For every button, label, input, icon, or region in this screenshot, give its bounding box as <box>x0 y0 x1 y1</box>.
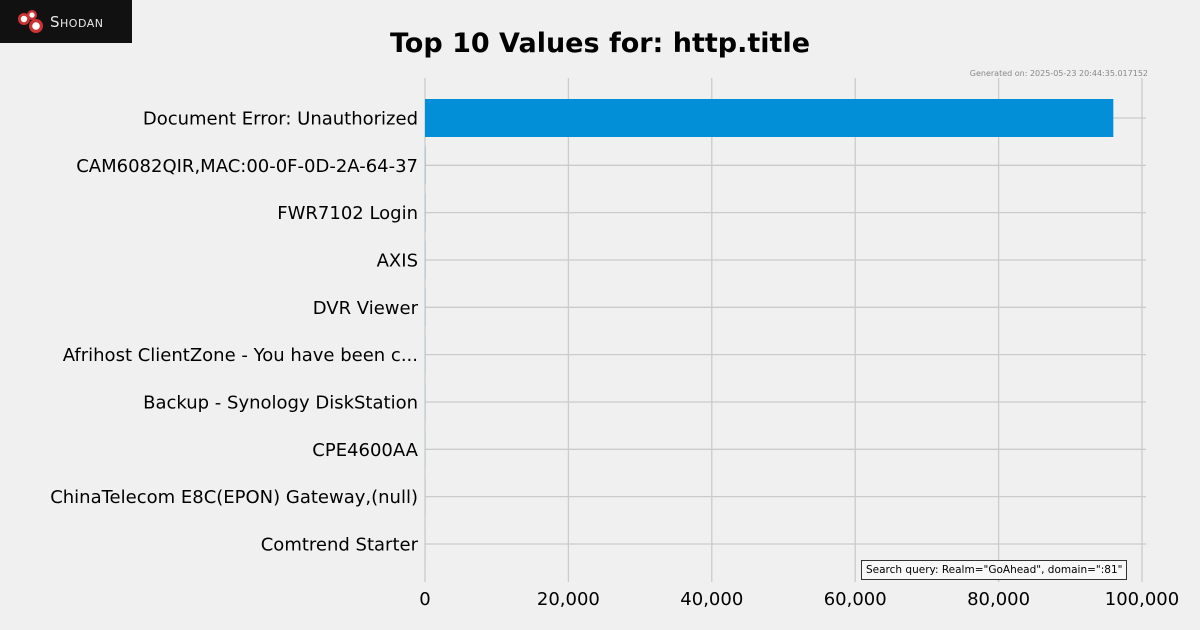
search-query-box: Search query: Realm="GoAhead", domain=":… <box>861 560 1128 580</box>
x-tick-label: 40,000 <box>680 589 743 610</box>
category-label: CAM6082QIR,MAC:00-0F-0D-2A-64-37 <box>76 156 418 177</box>
category-label: Backup - Synology DiskStation <box>143 392 418 413</box>
category-label: Afrihost ClientZone - You have been c... <box>63 345 418 366</box>
bar <box>425 99 1114 137</box>
category-label: DVR Viewer <box>313 298 419 319</box>
category-label: Document Error: Unauthorized <box>143 109 418 130</box>
category-label: FWR7102 Login <box>277 203 418 224</box>
x-tick-label: 20,000 <box>537 589 600 610</box>
x-tick-label: 80,000 <box>967 589 1030 610</box>
generated-timestamp: Generated on: 2025-05-23 20:44:35.017152 <box>969 69 1148 78</box>
x-tick-label: 100,000 <box>1105 589 1179 610</box>
shodan-logo: Shodan <box>0 0 132 43</box>
category-label: CPE4600AA <box>312 440 418 461</box>
logo-text: Shodan <box>50 12 104 31</box>
x-tick-label: 0 <box>419 589 430 610</box>
category-label: AXIS <box>377 250 418 271</box>
category-label: Comtrend Starter <box>261 534 419 555</box>
shodan-logo-icon <box>18 9 43 33</box>
category-label: ChinaTelecom E8C(EPON) Gateway,(null) <box>50 487 418 508</box>
x-tick-label: 60,000 <box>824 589 887 610</box>
chart-title: Top 10 Values for: http.title <box>389 28 811 59</box>
